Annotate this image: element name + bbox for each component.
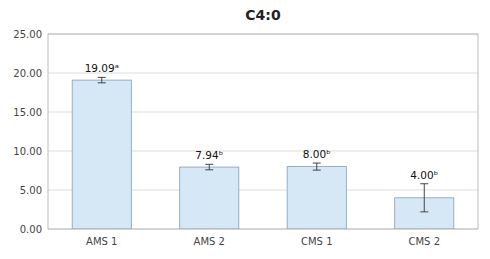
y-tick-label: 10.00	[13, 146, 42, 157]
data-label: 4.00ᵇ	[410, 169, 438, 181]
plot-marks	[72, 77, 454, 229]
error-bar-line	[98, 77, 106, 78]
chart-title: C4:0	[245, 7, 281, 23]
error-bar-line	[313, 170, 321, 171]
error-bar-line	[98, 82, 106, 83]
error-bar-line	[101, 77, 102, 82]
error-bar-line	[316, 163, 317, 170]
x-tick-label: CMS 2	[409, 236, 441, 247]
y-tick-label: 25.00	[13, 29, 42, 40]
error-bar-line	[313, 163, 321, 164]
error-bar-line	[205, 164, 213, 165]
bar	[180, 167, 239, 229]
y-tick-label: 0.00	[20, 224, 42, 235]
error-bar	[98, 77, 106, 82]
error-bar	[420, 184, 428, 212]
error-bar-line	[420, 183, 428, 184]
error-bar	[313, 163, 321, 170]
chart-container: C4:0 0.00 5.00 10.00 15.00 20.00 25.00 19.09ᵃ 7.…	[0, 0, 490, 259]
y-tick-label: 15.00	[13, 107, 42, 118]
bar	[72, 80, 131, 229]
grid	[48, 34, 478, 229]
data-label: 7.94ᵇ	[195, 149, 223, 161]
x-tick-label: AMS 2	[194, 236, 225, 247]
data-label: 19.09ᵃ	[85, 62, 119, 74]
bar	[287, 167, 346, 229]
plot-frame	[48, 34, 478, 229]
x-tick-label: CMS 1	[301, 236, 333, 247]
x-tick-label: AMS 1	[86, 236, 117, 247]
error-bar-line	[424, 184, 425, 212]
error-bar	[205, 164, 213, 169]
error-bar-line	[205, 169, 213, 170]
chart-svg: C4:0 0.00 5.00 10.00 15.00 20.00 25.00 19.09ᵃ 7.…	[0, 0, 490, 259]
y-tick-label: 20.00	[13, 68, 42, 79]
data-label: 8.00ᵇ	[303, 148, 331, 160]
error-bar-line	[420, 211, 428, 212]
y-tick-label: 5.00	[20, 185, 42, 196]
error-bar-line	[209, 164, 210, 169]
